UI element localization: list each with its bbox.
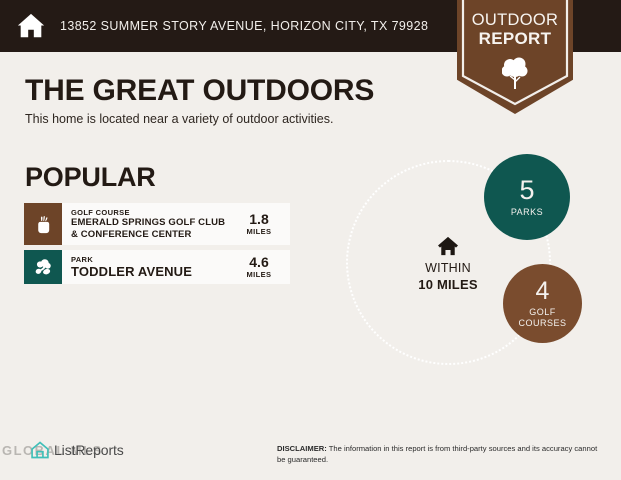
list-item-name: EMERALD SPRINGS GOLF CLUB & CONFERENCE C… — [71, 217, 226, 240]
distance-unit: MILES — [246, 226, 272, 236]
list-item-body: PARK TODDLER AVENUE — [62, 250, 234, 284]
list-item-distance: 4.6 MILES — [234, 250, 290, 284]
golf-courses-label-line-2: COURSES — [518, 317, 567, 328]
list-item-distance: 1.8 MILES — [234, 203, 290, 245]
badge-border-line — [461, 0, 569, 106]
mls-watermark: GLOBAL MLS — [2, 443, 103, 458]
popular-heading: POPULAR — [25, 162, 156, 192]
distance-unit: MILES — [246, 269, 272, 279]
stat-circle-golf-courses: 4 GOLF COURSES — [503, 264, 582, 343]
golf-courses-label-line-1: GOLF — [529, 307, 556, 318]
golf-courses-count: 4 — [535, 277, 550, 306]
listreports-house-icon — [30, 440, 50, 460]
list-item-category: GOLF COURSE — [71, 207, 130, 217]
badge-text: OUTDOOR REPORT — [457, 11, 573, 48]
list-item-body: GOLF COURSE EMERALD SPRINGS GOLF CLUB & … — [62, 203, 234, 245]
distance-value: 4.6 — [249, 254, 269, 271]
page-title: THE GREAT OUTDOORS — [25, 74, 375, 107]
outdoor-report-badge: OUTDOOR REPORT — [457, 0, 573, 114]
property-address: 13852 SUMMER STORY AVENUE, HORIZON CITY,… — [60, 19, 429, 33]
badge-line-1: OUTDOOR — [471, 11, 559, 29]
within-value: 10 MILES — [418, 276, 478, 292]
listreports-logo-text: ListReports — [54, 442, 124, 458]
tree-icon — [457, 56, 573, 90]
badge-line-2: REPORT — [478, 28, 552, 48]
listreports-logo[interactable]: ListReports — [30, 440, 124, 460]
parks-count: 5 — [519, 174, 535, 205]
park-tree-icon — [24, 250, 62, 284]
house-icon — [398, 236, 498, 256]
distance-value: 1.8 — [249, 211, 269, 228]
house-icon — [16, 11, 46, 41]
list-item[interactable]: GOLF COURSE EMERALD SPRINGS GOLF CLUB & … — [24, 203, 290, 245]
stat-circle-parks: 5 PARKS — [484, 154, 570, 240]
disclaimer-text: The information in this report is from t… — [277, 444, 598, 465]
parks-label: PARKS — [510, 206, 544, 217]
list-item[interactable]: PARK TODDLER AVENUE 4.6 MILES — [24, 250, 290, 284]
list-item-category: PARK — [71, 254, 94, 264]
disclaimer: DISCLAIMER: The information in this repo… — [277, 443, 602, 466]
radius-diagram: WITHIN 10 MILES 5 PARKS 4 GOLF COURSES — [338, 148, 621, 393]
popular-list: GOLF COURSE EMERALD SPRINGS GOLF CLUB & … — [24, 203, 290, 289]
golf-courses-label: GOLF COURSES — [518, 307, 566, 328]
disclaimer-label: DISCLAIMER: — [277, 444, 327, 453]
radius-center: WITHIN 10 MILES — [398, 236, 498, 293]
radius-dotted-circle — [346, 160, 551, 365]
golf-bag-icon — [24, 203, 62, 245]
within-label: WITHIN — [425, 261, 471, 275]
list-item-name: TODDLER AVENUE — [71, 263, 193, 279]
page-subtitle: This home is located near a variety of o… — [25, 112, 334, 126]
